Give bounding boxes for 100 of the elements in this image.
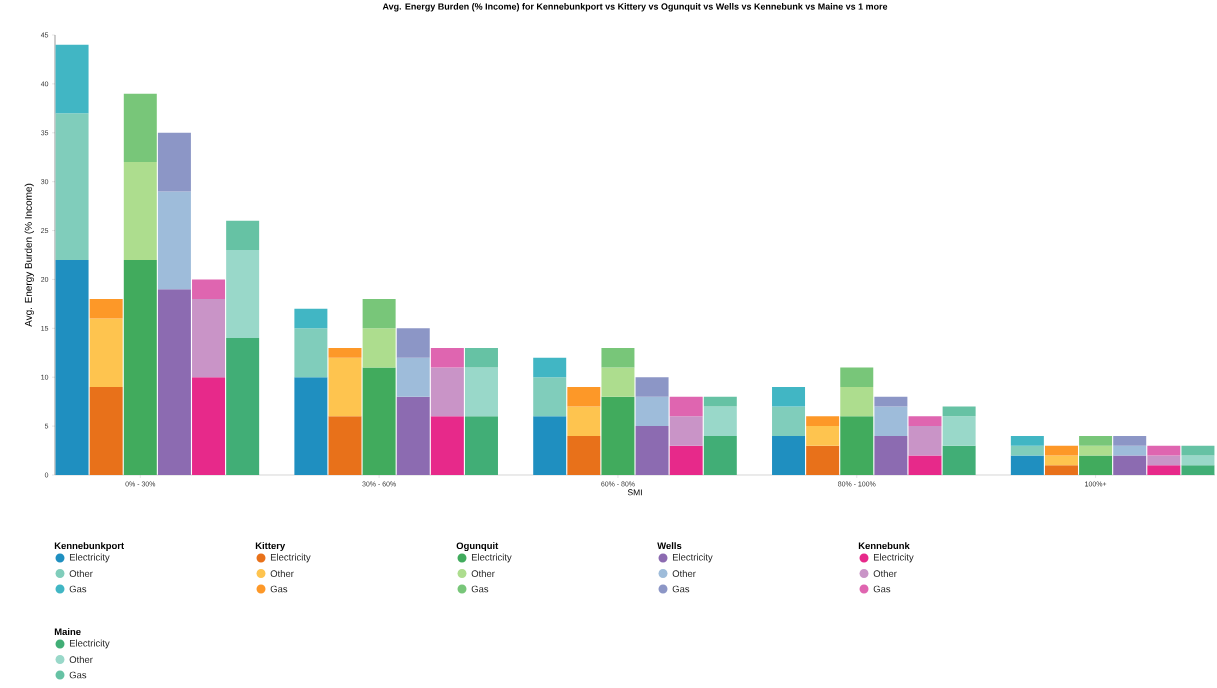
bar [55, 44, 89, 114]
bar [840, 416, 874, 475]
bar [908, 426, 942, 456]
bar [1044, 465, 1078, 475]
bar [1079, 445, 1113, 456]
text: Kennebunkport [54, 542, 125, 551]
bar [908, 416, 942, 427]
bar [89, 387, 123, 475]
text: Ogunquit [456, 542, 499, 551]
bar [1010, 435, 1044, 446]
bar [635, 426, 669, 475]
bar [294, 308, 328, 329]
bar [669, 416, 703, 446]
bar [157, 132, 191, 192]
bar [464, 367, 498, 417]
bar [89, 299, 123, 319]
bar [635, 396, 669, 427]
bar [533, 377, 567, 417]
text: Other [270, 570, 294, 577]
bar [567, 387, 601, 407]
bar [157, 191, 191, 290]
bar [703, 435, 737, 475]
text: Other [873, 570, 897, 577]
text: Other [672, 570, 696, 577]
bar [601, 396, 635, 475]
bar [464, 347, 498, 368]
text: Kennebunk [858, 542, 910, 550]
bar [192, 299, 226, 378]
bar [942, 406, 976, 417]
text: Maine [54, 628, 81, 636]
bar [840, 387, 874, 417]
bar [430, 367, 464, 417]
bar [1079, 455, 1113, 475]
bar [55, 113, 89, 260]
bar [362, 299, 396, 329]
text: Gas [270, 585, 288, 593]
text: Electricity [69, 639, 110, 649]
bar [430, 347, 464, 368]
legend-label: Electricity [69, 553, 110, 563]
bar [601, 367, 635, 397]
bar [396, 328, 430, 358]
bar [1044, 445, 1078, 456]
bar [1113, 455, 1147, 475]
text: Kittery [255, 542, 286, 551]
bar [157, 289, 191, 475]
bar [703, 406, 737, 436]
bar [874, 396, 908, 407]
bar [1181, 455, 1215, 466]
bar [942, 416, 976, 446]
bar [942, 445, 976, 475]
bar [874, 406, 908, 436]
bar [1079, 435, 1113, 446]
legend-label: Other [69, 570, 93, 577]
bar [430, 416, 464, 475]
bar [567, 435, 601, 475]
text: Wells [657, 542, 682, 550]
bar [1113, 435, 1147, 446]
bar [1147, 455, 1181, 466]
bar [635, 377, 669, 397]
bar [806, 445, 840, 475]
bar [1181, 445, 1215, 456]
bar [328, 416, 362, 475]
text: Electricity [471, 553, 512, 563]
bar [226, 220, 260, 251]
bar [669, 445, 703, 475]
bar [1147, 445, 1181, 456]
bar [533, 357, 567, 378]
bar [123, 93, 157, 163]
bar [669, 396, 703, 417]
bar [396, 396, 430, 475]
bar [294, 377, 328, 475]
chart-title: Avg. Energy Burden (% Income) for Kennebunkport vs Kittery vs Ogunquit vs Wells vs Kennebunk vs Maine vs 1 more [382, 3, 888, 12]
bar [226, 250, 260, 339]
bar [55, 259, 89, 475]
text: Electricity [270, 553, 311, 563]
bar [874, 435, 908, 475]
bar [806, 426, 840, 446]
bar [840, 367, 874, 387]
text: Other [69, 656, 93, 663]
bar [601, 347, 635, 368]
bar [362, 328, 396, 368]
bar [567, 406, 601, 436]
bar [123, 259, 157, 475]
bar [772, 406, 806, 436]
text: Other [471, 570, 495, 577]
text: Gas [69, 671, 87, 679]
bar [226, 338, 260, 475]
bar [192, 279, 226, 299]
bar [1113, 445, 1147, 456]
legend-label: Gas [69, 585, 87, 593]
bar [294, 328, 328, 378]
bar [1181, 465, 1215, 475]
bar [1010, 445, 1044, 456]
bar [703, 396, 737, 407]
bar [192, 377, 226, 475]
bar [328, 357, 362, 417]
bar [1044, 455, 1078, 466]
bar [772, 435, 806, 475]
x-axis-title: SMI [627, 489, 642, 496]
bar [908, 455, 942, 475]
